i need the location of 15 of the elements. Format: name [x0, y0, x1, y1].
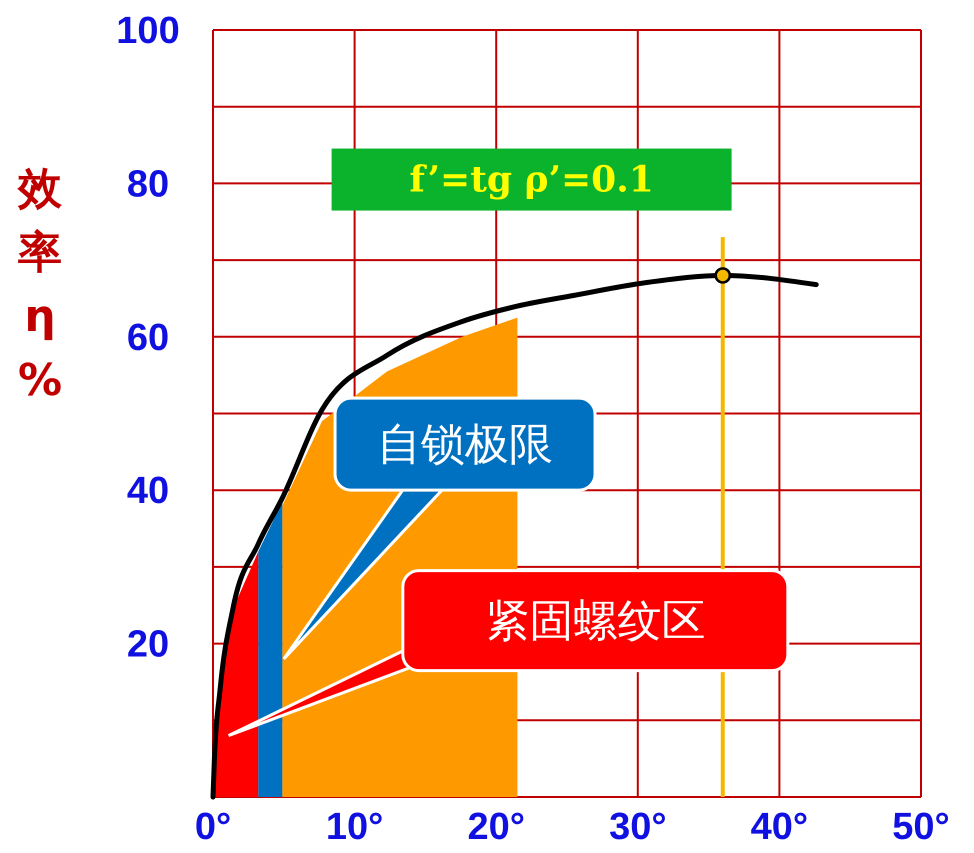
x-tick-label: 10° [326, 806, 384, 848]
y-tick-label: 60 [126, 316, 170, 359]
annotation: 紧固螺纹区 [485, 595, 706, 646]
y-axis-title: 效率η% [17, 163, 63, 406]
annotation: f’=tg ρ’=0.1 [409, 158, 654, 201]
x-tick-label: 40° [750, 806, 808, 848]
annotation: 自锁极限 [377, 418, 554, 470]
y-tick-label: 100 [116, 10, 180, 52]
y-tick-label: 80 [126, 163, 170, 206]
y-tick-label: 20 [126, 624, 170, 666]
x-tick-label: 20° [467, 806, 525, 848]
x-tick-label: 0° [194, 806, 232, 848]
x-tick-label: 50° [892, 806, 950, 848]
x-tick-label: 30° [609, 806, 667, 848]
y-tick-label: 40 [126, 470, 170, 512]
